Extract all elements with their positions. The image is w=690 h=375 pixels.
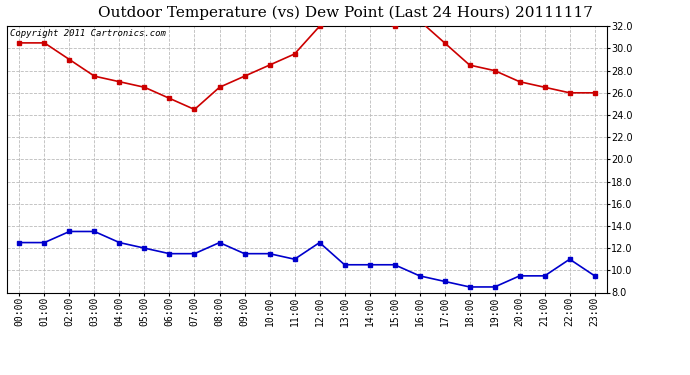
- Text: Outdoor Temperature (vs) Dew Point (Last 24 Hours) 20111117: Outdoor Temperature (vs) Dew Point (Last…: [97, 6, 593, 20]
- Text: Copyright 2011 Cartronics.com: Copyright 2011 Cartronics.com: [10, 29, 166, 38]
